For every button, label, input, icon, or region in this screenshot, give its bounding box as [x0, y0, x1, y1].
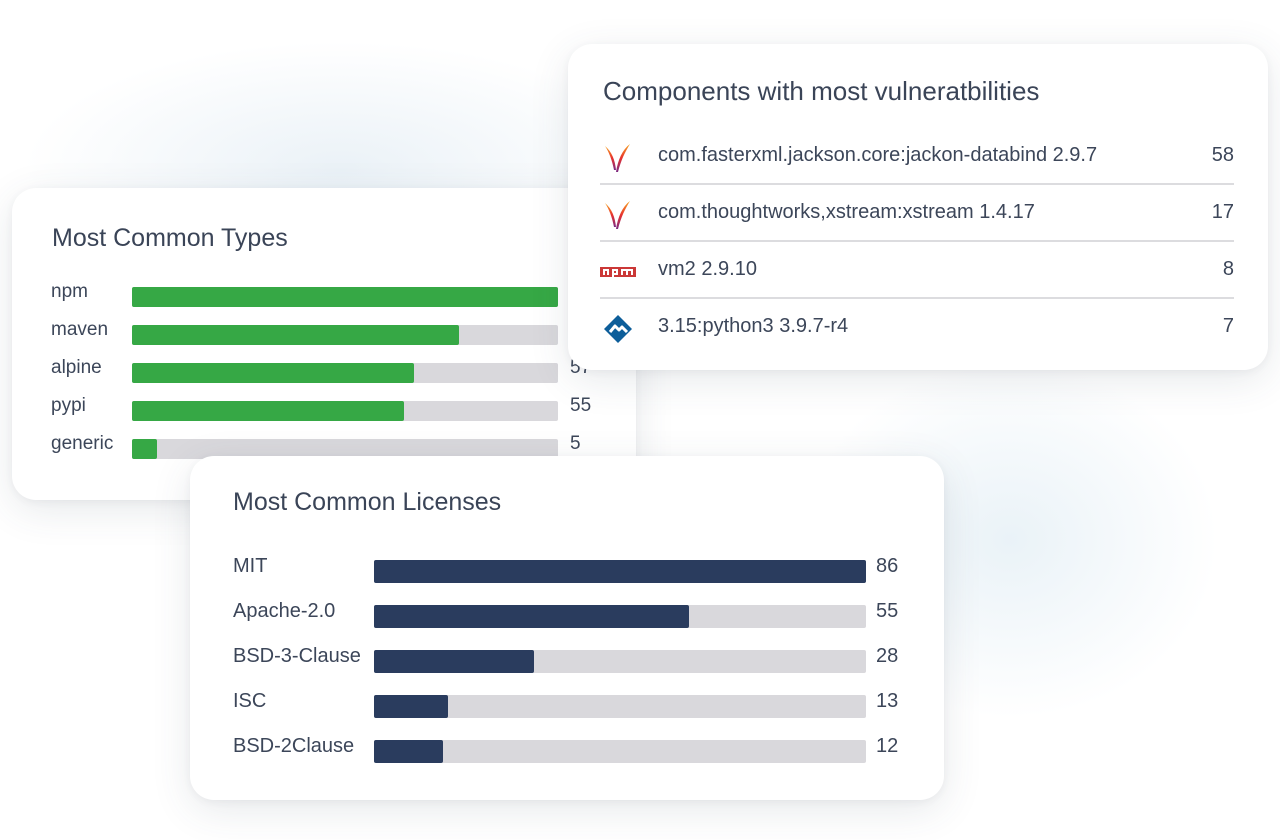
component-name: com.thoughtworks,xstream:xstream 1.4.17: [658, 201, 1035, 223]
bar: [374, 650, 535, 673]
bar-track: [132, 439, 558, 459]
licenses-title: Most Common Licenses: [233, 488, 502, 516]
bar-label: BSD-3-Clause: [233, 645, 361, 667]
types-title: Most Common Types: [52, 224, 288, 252]
bar-track: [132, 363, 558, 383]
bar-value-label: 86: [876, 555, 899, 577]
bar-label: maven: [51, 319, 109, 340]
vulnerability-row: com.fasterxml.jackson.core:jackon-databi…: [600, 128, 1234, 185]
bar-track: [374, 650, 866, 673]
bar-track: [374, 560, 866, 583]
component-name: vm2 2.9.10: [658, 258, 757, 280]
bar: [374, 740, 443, 763]
bar-label: ISC: [233, 690, 267, 712]
component-name: 3.15:python3 3.9.7-r4: [658, 315, 849, 337]
bar-label: pypi: [51, 395, 86, 416]
bar-track: [374, 740, 866, 763]
bar: [374, 605, 689, 628]
bar-label: generic: [51, 433, 114, 454]
types-card: Most Common Types npmmavenalpine57pypi55…: [12, 188, 636, 500]
vulnerability-row: com.thoughtworks,xstream:xstream 1.4.17 …: [600, 185, 1234, 242]
bar-track: [132, 401, 558, 421]
vulnerability-row: 3.15:python3 3.9.7-r4 7: [600, 299, 1234, 356]
bar: [132, 287, 558, 307]
bar-value-label: 13: [876, 690, 899, 712]
bar: [132, 325, 459, 345]
bar-label: Apache-2.0: [233, 600, 336, 622]
vulnerabilities-card: Components with most vulneratbilities co…: [568, 44, 1268, 370]
bar-label: BSD-2Clause: [233, 735, 355, 757]
bar-track: [132, 325, 558, 345]
npm-logo-icon: [600, 267, 636, 277]
bar-value-label: 5: [570, 433, 581, 454]
licenses-card: Most Common Licenses MIT 86 Apache-2.0 55 BS…: [190, 456, 944, 800]
bar-value-label: 28: [876, 645, 899, 667]
vulnerabilities-title: Components with most vulneratbilities: [603, 76, 1040, 106]
bar: [132, 439, 157, 459]
component-name: com.fasterxml.jackson.core:jackon-databi…: [658, 144, 1098, 166]
alpine-logo-icon: [604, 315, 632, 343]
vulnerability-row: vm2 2.9.10 8: [600, 242, 1234, 299]
bar-value-label: 55: [876, 600, 899, 622]
vulnerability-count: 7: [1222, 315, 1234, 337]
bar: [374, 560, 866, 583]
vulnerability-count: 17: [1211, 201, 1234, 223]
bar-track: [132, 287, 558, 307]
bar-track: [374, 695, 866, 718]
bar-value-label: 55: [570, 395, 592, 416]
bar-value-label: 12: [876, 735, 899, 757]
bar-track: [374, 605, 866, 628]
bar-label: MIT: [233, 555, 268, 577]
bar: [132, 363, 415, 383]
bar-label: alpine: [51, 357, 102, 378]
apache-feather-icon: [605, 201, 630, 229]
vulnerability-count: 58: [1211, 144, 1234, 166]
vulnerability-count: 8: [1222, 258, 1234, 280]
bar: [132, 401, 405, 421]
apache-feather-icon: [605, 144, 630, 172]
bar: [374, 695, 449, 718]
bar-label: npm: [51, 281, 88, 302]
